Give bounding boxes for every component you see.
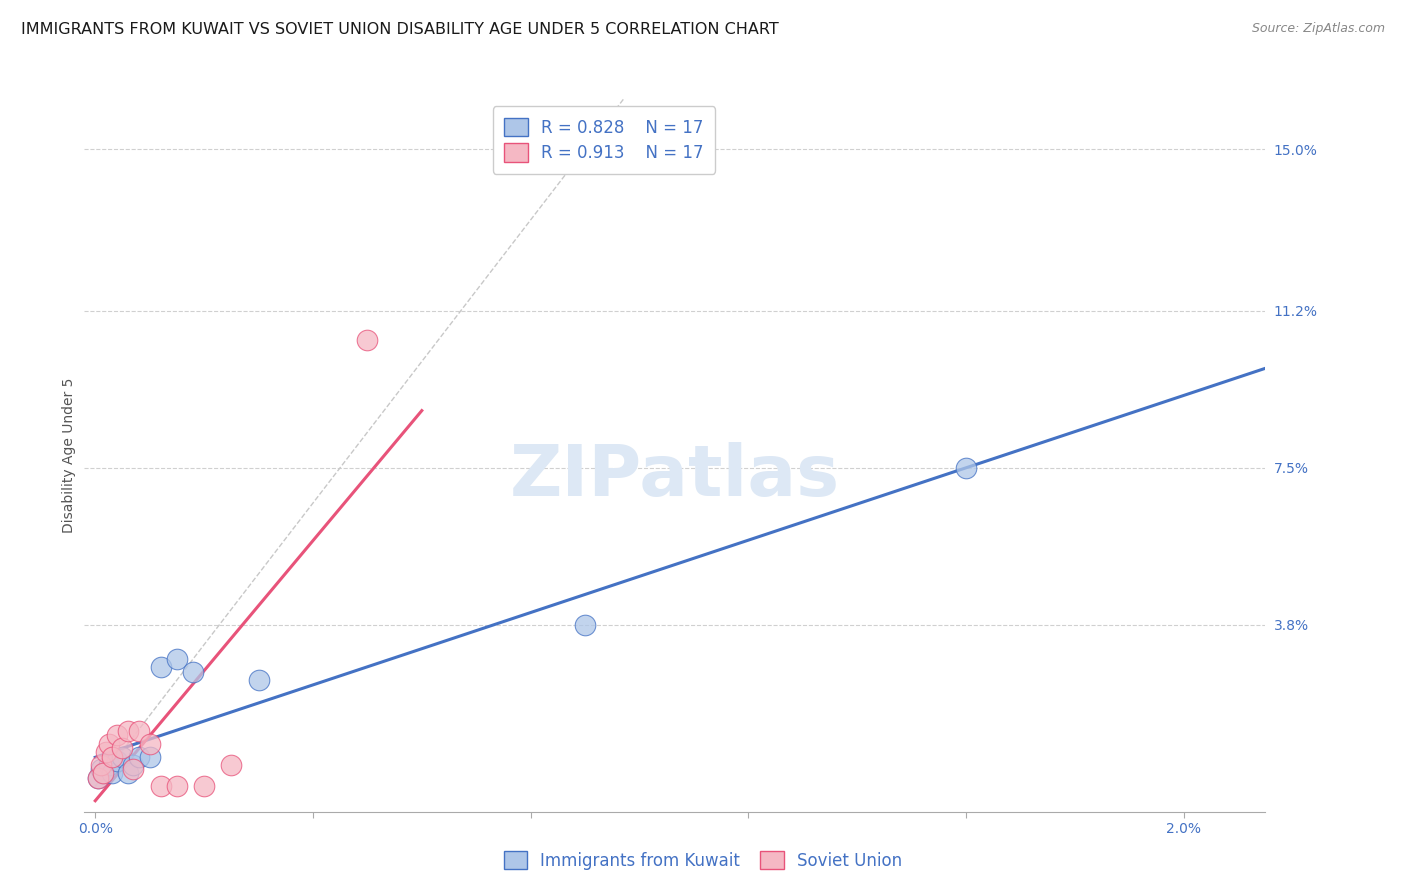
Point bbox=[90, 758, 112, 772]
Point bbox=[149, 779, 172, 793]
Point bbox=[955, 460, 977, 475]
Text: ZIPatlas: ZIPatlas bbox=[510, 442, 839, 511]
Point bbox=[128, 749, 150, 764]
Y-axis label: Disability Age Under 5: Disability Age Under 5 bbox=[62, 377, 76, 533]
Point bbox=[87, 771, 110, 785]
Point bbox=[100, 749, 122, 764]
Point bbox=[122, 762, 145, 776]
Point bbox=[117, 766, 139, 780]
Text: Source: ZipAtlas.com: Source: ZipAtlas.com bbox=[1251, 22, 1385, 36]
Point bbox=[105, 754, 128, 768]
Point bbox=[111, 741, 134, 756]
Point bbox=[90, 762, 112, 776]
Point bbox=[87, 771, 110, 785]
Point bbox=[181, 665, 204, 679]
Point bbox=[100, 766, 122, 780]
Point bbox=[97, 737, 120, 751]
Point bbox=[111, 749, 134, 764]
Point bbox=[93, 766, 115, 780]
Point bbox=[94, 745, 117, 759]
Point bbox=[128, 724, 150, 739]
Point bbox=[97, 758, 120, 772]
Text: IMMIGRANTS FROM KUWAIT VS SOVIET UNION DISABILITY AGE UNDER 5 CORRELATION CHART: IMMIGRANTS FROM KUWAIT VS SOVIET UNION D… bbox=[21, 22, 779, 37]
Point bbox=[117, 724, 139, 739]
Point bbox=[93, 766, 115, 780]
Point bbox=[221, 758, 243, 772]
Point bbox=[166, 652, 188, 666]
Point bbox=[138, 737, 160, 751]
Point bbox=[193, 779, 215, 793]
Point bbox=[138, 749, 160, 764]
Legend: Immigrants from Kuwait, Soviet Union: Immigrants from Kuwait, Soviet Union bbox=[498, 845, 908, 877]
Point bbox=[574, 617, 596, 632]
Point bbox=[356, 333, 378, 347]
Point bbox=[122, 758, 145, 772]
Point bbox=[149, 660, 172, 674]
Point bbox=[166, 779, 188, 793]
Legend: R = 0.828    N = 17, R = 0.913    N = 17: R = 0.828 N = 17, R = 0.913 N = 17 bbox=[492, 106, 716, 174]
Point bbox=[247, 673, 270, 687]
Point bbox=[105, 728, 128, 742]
